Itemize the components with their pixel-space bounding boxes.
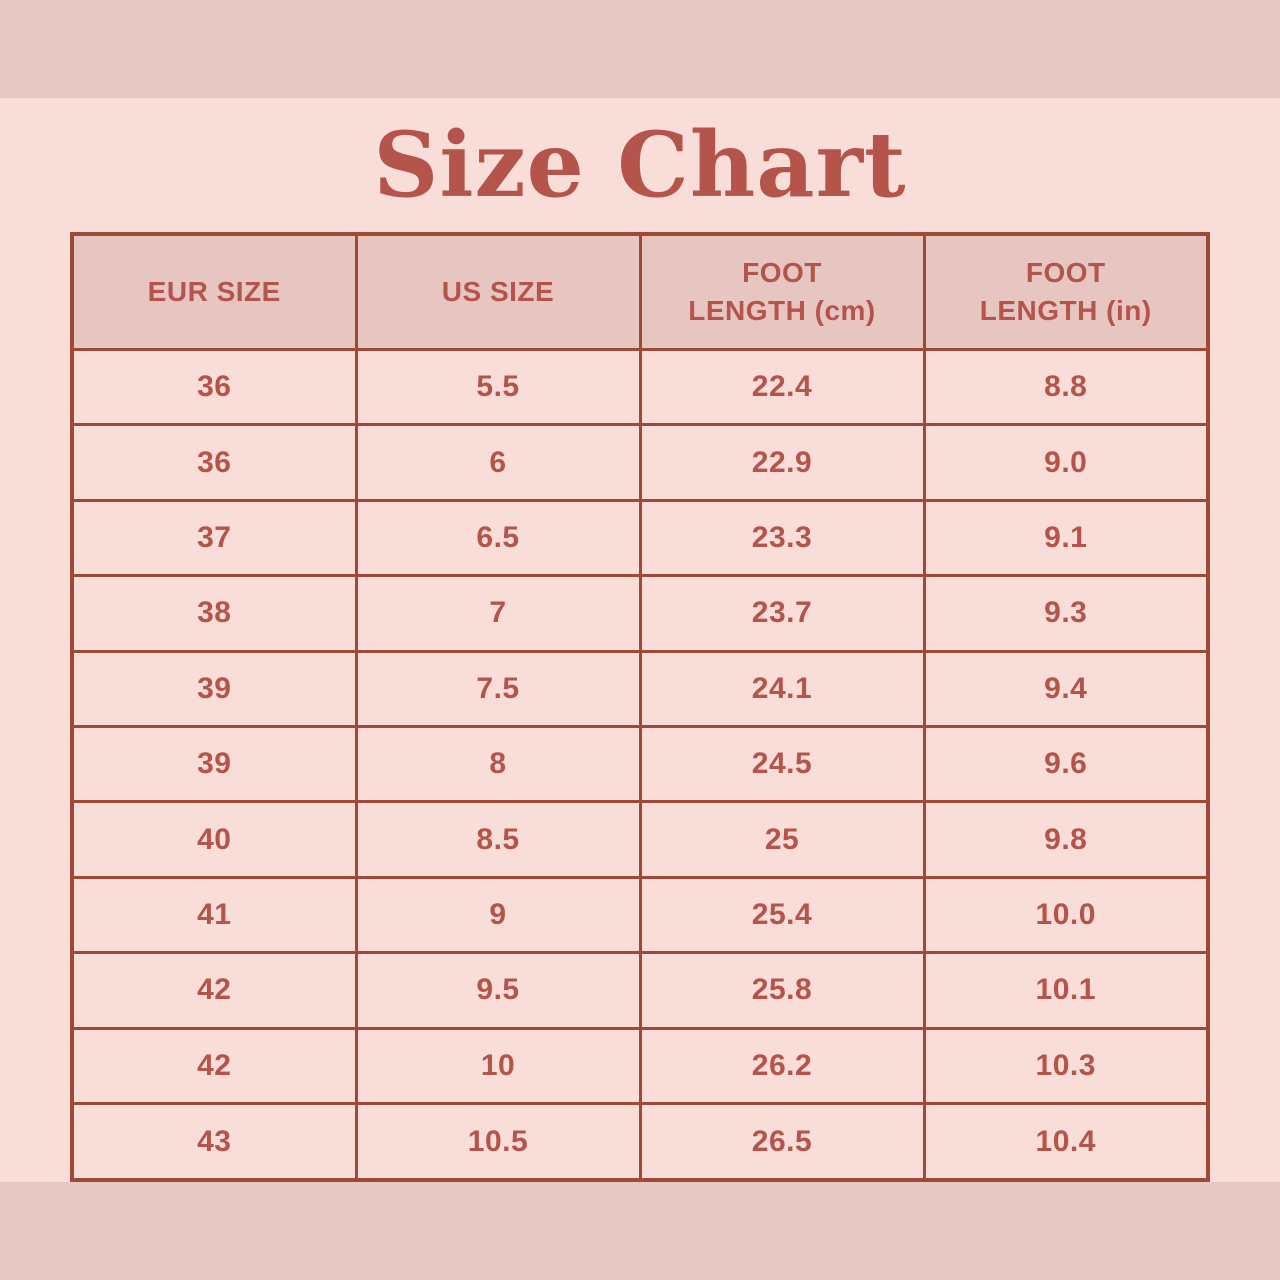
table-cell: 39 [70, 725, 358, 804]
table-row: 43 10.5 26.5 10.4 [70, 1102, 1210, 1182]
table-cell: 36 [70, 347, 358, 427]
table-cell: 37 [70, 498, 358, 578]
table-cell: 25.8 [638, 951, 926, 1030]
table-cell: 22.4 [638, 347, 926, 427]
table-cell: 43 [70, 1102, 358, 1182]
table-row: 42 10 26.2 10.3 [70, 1026, 1210, 1106]
table-cell: 9.1 [922, 498, 1210, 578]
table-cell: 10.1 [922, 951, 1210, 1030]
table-row: 38 7 23.7 9.3 [70, 574, 1210, 653]
table-cell: 23.3 [638, 498, 926, 578]
header-row: EUR SIZE US SIZE FOOT LENGTH (cm) FOOT L… [70, 232, 1210, 351]
size-table: EUR SIZE US SIZE FOOT LENGTH (cm) FOOT L… [70, 232, 1210, 1182]
table-cell: 8 [354, 725, 642, 804]
header-foot-length-in: FOOT LENGTH (in) [922, 232, 1210, 351]
table-cell: 8.8 [922, 347, 1210, 427]
table-cell: 25 [638, 800, 926, 879]
table-cell: 10 [354, 1026, 642, 1106]
header-eur-size: EUR SIZE [70, 232, 358, 351]
table-row: 40 8.5 25 9.8 [70, 800, 1210, 879]
table-cell: 22.9 [638, 423, 926, 502]
table-row: 39 8 24.5 9.6 [70, 725, 1210, 804]
table-row: 36 5.5 22.4 8.8 [70, 347, 1210, 427]
table-cell: 24.1 [638, 649, 926, 729]
table-row: 37 6.5 23.3 9.1 [70, 498, 1210, 578]
size-table-header: EUR SIZE US SIZE FOOT LENGTH (cm) FOOT L… [70, 232, 1210, 351]
table-cell: 7.5 [354, 649, 642, 729]
table-cell: 6.5 [354, 498, 642, 578]
table-cell: 9 [354, 875, 642, 955]
table-cell: 8.5 [354, 800, 642, 879]
page-title: Size Chart [373, 112, 907, 218]
table-cell: 6 [354, 423, 642, 502]
table-cell: 9.3 [922, 574, 1210, 653]
table-cell: 7 [354, 574, 642, 653]
table-cell: 10.0 [922, 875, 1210, 955]
table-cell: 41 [70, 875, 358, 955]
table-cell: 40 [70, 800, 358, 879]
table-row: 42 9.5 25.8 10.1 [70, 951, 1210, 1030]
table-cell: 9.0 [922, 423, 1210, 502]
size-table-body: 36 5.5 22.4 8.8 36 6 22.9 9.0 37 6.5 23.3 9.1 38 7 23.… [70, 347, 1210, 1182]
table-cell: 42 [70, 1026, 358, 1106]
table-cell: 10.3 [922, 1026, 1210, 1106]
table-cell: 9.4 [922, 649, 1210, 729]
table-cell: 36 [70, 423, 358, 502]
table-cell: 9.6 [922, 725, 1210, 804]
table-cell: 39 [70, 649, 358, 729]
table-row: 41 9 25.4 10.0 [70, 875, 1210, 955]
table-cell: 38 [70, 574, 358, 653]
table-cell: 26.2 [638, 1026, 926, 1106]
header-foot-length-cm: FOOT LENGTH (cm) [638, 232, 926, 351]
bottom-band [0, 1182, 1280, 1280]
table-cell: 9.5 [354, 951, 642, 1030]
title-area: Size Chart [0, 98, 1280, 232]
table-cell: 24.5 [638, 725, 926, 804]
header-us-size: US SIZE [354, 232, 642, 351]
table-row: 39 7.5 24.1 9.4 [70, 649, 1210, 729]
table-cell: 5.5 [354, 347, 642, 427]
table-row: 36 6 22.9 9.0 [70, 423, 1210, 502]
table-cell: 23.7 [638, 574, 926, 653]
top-band [0, 0, 1280, 98]
table-cell: 42 [70, 951, 358, 1030]
table-cell: 10.4 [922, 1102, 1210, 1182]
table-cell: 26.5 [638, 1102, 926, 1182]
table-cell: 25.4 [638, 875, 926, 955]
table-cell: 10.5 [354, 1102, 642, 1182]
table-cell: 9.8 [922, 800, 1210, 879]
